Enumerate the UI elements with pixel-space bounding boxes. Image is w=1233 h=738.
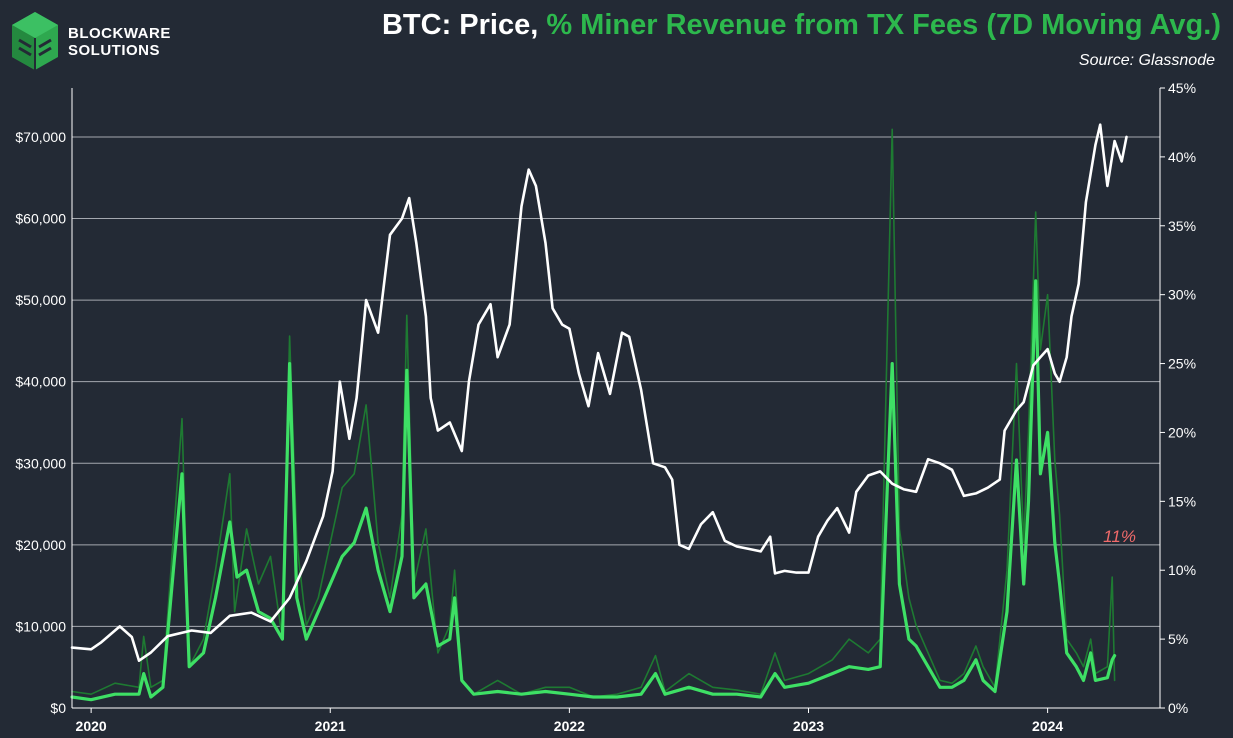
title-price-part: BTC: Price, bbox=[381, 9, 547, 41]
fee-ma-line bbox=[70, 279, 1117, 702]
y-left-tick-label: $40,000 bbox=[15, 374, 66, 390]
chart-title: BTC: Price, % Miner Revenue from TX Fees… bbox=[382, 6, 1221, 44]
fee-raw-series bbox=[71, 128, 1116, 698]
blockware-cube-logo-icon bbox=[12, 12, 58, 70]
y-left-tick-label: $30,000 bbox=[15, 455, 66, 471]
tick-labels: $0 $10,000 $20,000 $30,000 $40,000 $50,000 $60… bbox=[15, 80, 1196, 734]
axes bbox=[71, 87, 1165, 713]
y-right-tick-label: 10% bbox=[1168, 562, 1196, 578]
chart-source: Source: Glassnode bbox=[1078, 52, 1215, 69]
y-right-tick-label: 20% bbox=[1168, 424, 1196, 440]
y-left-tick-label: $70,000 bbox=[15, 129, 66, 145]
y-right-tick-label: 0% bbox=[1168, 700, 1188, 716]
brand-name-line-1: BLOCKWARE bbox=[68, 25, 171, 42]
price-series bbox=[70, 123, 1128, 662]
x-tick-label: 2023 bbox=[793, 718, 824, 734]
y-right-tick-label: 30% bbox=[1168, 287, 1196, 303]
y-left-tick-label: $60,000 bbox=[15, 211, 66, 227]
y-right-tick-label: 25% bbox=[1168, 356, 1196, 372]
gridlines bbox=[72, 136, 1160, 627]
annotation-label: 11% bbox=[1103, 527, 1136, 546]
title-fees-part: % Miner Revenue from TX Fees bbox=[546, 9, 987, 41]
price-line bbox=[70, 123, 1128, 662]
y-left-tick-label: $10,000 bbox=[15, 618, 66, 634]
y-right-tick-label: 40% bbox=[1168, 149, 1196, 165]
brand-logo: BLOCKWARE SOLUTIONS bbox=[10, 10, 170, 72]
x-tick-label: 2020 bbox=[76, 718, 107, 734]
y-left-tick-label: $0 bbox=[50, 700, 66, 716]
x-tick-label: 2024 bbox=[1032, 718, 1063, 734]
title-ma-part: (7D Moving Avg.) bbox=[986, 9, 1221, 41]
y-right-tick-label: 15% bbox=[1168, 493, 1196, 509]
annotations: 11% bbox=[1103, 527, 1136, 546]
y-left-tick-label: $50,000 bbox=[15, 292, 66, 308]
fee-ma-series bbox=[70, 279, 1117, 702]
y-right-tick-label: 45% bbox=[1168, 80, 1196, 96]
y-right-tick-label: 5% bbox=[1168, 631, 1188, 647]
y-right-tick-label: 35% bbox=[1168, 218, 1196, 234]
brand-name-line-2: SOLUTIONS bbox=[68, 42, 161, 59]
y-left-tick-label: $20,000 bbox=[15, 537, 66, 553]
x-tick-label: 2021 bbox=[315, 718, 346, 734]
x-tick-label: 2022 bbox=[554, 718, 585, 734]
fee-raw-line bbox=[71, 128, 1116, 698]
